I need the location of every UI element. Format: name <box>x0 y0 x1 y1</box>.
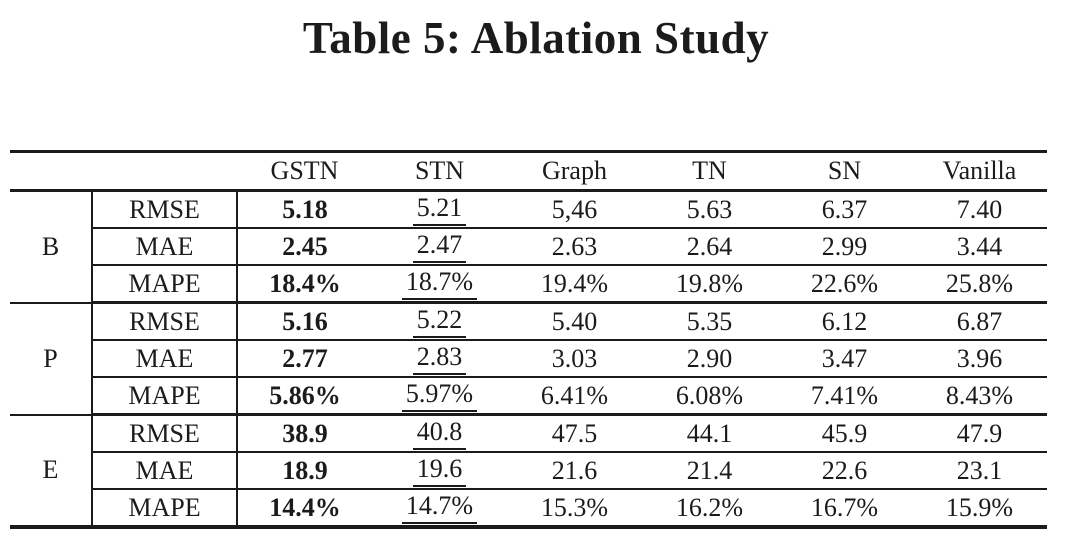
cell-value: 5.63 <box>642 190 777 229</box>
cell-value: 5,46 <box>507 190 642 229</box>
cell-value: 19.6 <box>372 452 507 490</box>
cell-value: 5.86% <box>237 377 372 416</box>
underlined-value: 5.21 <box>412 193 467 226</box>
cell-value: 38.9 <box>237 414 372 453</box>
metric-label: MAE <box>92 228 238 266</box>
cell-value: 15.3% <box>507 489 642 529</box>
cell-value: 47.5 <box>507 414 642 453</box>
group-label-p: P <box>10 302 93 416</box>
group-label-e: E <box>10 414 93 528</box>
cell-value: 2.99 <box>777 228 912 266</box>
table-row: B RMSE 5.18 5.21 5,46 5.63 6.37 7.40 <box>10 190 1047 304</box>
cell-value: 6.37 <box>777 190 912 229</box>
cell-value: 2.77 <box>237 340 372 378</box>
column-header-tn: TN <box>642 151 777 192</box>
underlined-value: 19.6 <box>412 454 467 487</box>
cell-value: 5.18 <box>237 190 372 229</box>
table-row: MAE 2.77 2.83 3.03 2.90 3.47 3.96 <box>10 340 1047 378</box>
cell-value: 14.4% <box>237 489 372 529</box>
table-row: MAE 18.9 19.6 21.6 21.4 22.6 23.1 <box>10 452 1047 490</box>
cell-value: 18.4% <box>237 265 372 304</box>
cell-value: 2.63 <box>507 228 642 266</box>
cell-value: 5.35 <box>642 302 777 341</box>
column-header-vanilla: Vanilla <box>912 151 1047 192</box>
cell-value: 21.6 <box>507 452 642 490</box>
cell-value: 25.8% <box>912 265 1047 304</box>
table-row: MAPE 14.4% 14.7% 15.3% 16.2% 16.7% 15.9% <box>10 489 1047 529</box>
cell-value: 16.7% <box>777 489 912 529</box>
metric-label: MAPE <box>92 377 238 416</box>
cell-value: 2.47 <box>372 228 507 266</box>
table-title: Table 5: Ablation Study <box>302 13 770 63</box>
column-header-gstn: GSTN <box>237 151 372 192</box>
column-header-stn: STN <box>372 151 507 192</box>
cell-value: 22.6% <box>777 265 912 304</box>
cell-value: 40.8 <box>372 414 507 453</box>
metric-label: MAPE <box>92 489 238 529</box>
cell-value: 3.03 <box>507 340 642 378</box>
cell-value: 7.40 <box>912 190 1047 229</box>
cell-value: 5.21 <box>372 190 507 229</box>
metric-label: RMSE <box>92 302 238 341</box>
underlined-value: 2.83 <box>412 342 467 375</box>
cell-value: 2.90 <box>642 340 777 378</box>
cell-value: 5.40 <box>507 302 642 341</box>
underlined-value: 40.8 <box>412 417 467 450</box>
cell-value: 47.9 <box>912 414 1047 453</box>
cell-value: 3.47 <box>777 340 912 378</box>
cell-value: 3.44 <box>912 228 1047 266</box>
cell-value: 7.41% <box>777 377 912 416</box>
cell-value: 45.9 <box>777 414 912 453</box>
cell-value: 23.1 <box>912 452 1047 490</box>
header-row: GSTN STN Graph TN SN Vanilla <box>10 151 1047 192</box>
ablation-table: GSTN STN Graph TN SN Vanilla B RMSE 5.18… <box>10 150 1047 529</box>
cell-value: 2.64 <box>642 228 777 266</box>
cell-value: 15.9% <box>912 489 1047 529</box>
underlined-value: 5.97% <box>401 379 478 412</box>
cell-value: 6.87 <box>912 302 1047 341</box>
cell-value: 22.6 <box>777 452 912 490</box>
table-row: MAE 2.45 2.47 2.63 2.64 2.99 3.44 <box>10 228 1047 266</box>
cell-value: 14.7% <box>372 489 507 529</box>
cell-value: 19.4% <box>507 265 642 304</box>
metric-label: RMSE <box>92 414 238 453</box>
metric-label: MAPE <box>92 265 238 304</box>
cell-value: 8.43% <box>912 377 1047 416</box>
table-row: P RMSE 5.16 5.22 5.40 5.35 6.12 6.87 <box>10 302 1047 416</box>
cell-value: 44.1 <box>642 414 777 453</box>
group-label-b: B <box>10 190 93 304</box>
cell-value: 6.12 <box>777 302 912 341</box>
column-header-sn: SN <box>777 151 912 192</box>
underlined-value: 5.22 <box>412 305 467 338</box>
cell-value: 18.7% <box>372 265 507 304</box>
cell-value: 2.83 <box>372 340 507 378</box>
metric-label: MAE <box>92 452 238 490</box>
header-empty-metric <box>92 151 237 192</box>
cell-value: 3.96 <box>912 340 1047 378</box>
metric-label: RMSE <box>92 190 238 229</box>
cell-value: 5.16 <box>237 302 372 341</box>
cell-value: 2.45 <box>237 228 372 266</box>
cell-value: 16.2% <box>642 489 777 529</box>
metric-label: MAE <box>92 340 238 378</box>
cell-value: 5.97% <box>372 377 507 416</box>
cell-value: 19.8% <box>642 265 777 304</box>
cell-value: 6.08% <box>642 377 777 416</box>
table-row: MAPE 5.86% 5.97% 6.41% 6.08% 7.41% 8.43% <box>10 377 1047 416</box>
table-row: E RMSE 38.9 40.8 47.5 44.1 45.9 47.9 <box>10 414 1047 528</box>
column-header-graph: Graph <box>507 151 642 192</box>
table-row: MAPE 18.4% 18.7% 19.4% 19.8% 22.6% 25.8% <box>10 265 1047 304</box>
cell-value: 6.41% <box>507 377 642 416</box>
cell-value: 21.4 <box>642 452 777 490</box>
underlined-value: 14.7% <box>401 491 478 524</box>
cell-value: 18.9 <box>237 452 372 490</box>
cell-value: 5.22 <box>372 302 507 341</box>
header-empty-group <box>10 151 92 192</box>
underlined-value: 2.47 <box>412 230 467 263</box>
underlined-value: 18.7% <box>401 267 478 300</box>
